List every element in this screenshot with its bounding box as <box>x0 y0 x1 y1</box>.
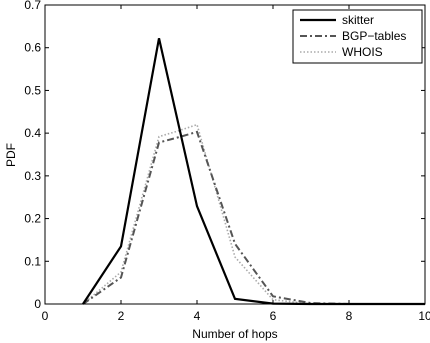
y-tick-label: 0.4 <box>24 126 41 140</box>
legend-swatches <box>300 18 336 53</box>
y-tick-label: 0.7 <box>24 0 41 12</box>
legend: skitter BGP−tables WHOIS <box>292 9 423 64</box>
x-tick-label: 4 <box>194 309 201 323</box>
legend-label-skitter: skitter <box>342 13 374 27</box>
y-tick-label: 0.3 <box>24 169 41 183</box>
y-tick-label: 0 <box>34 297 41 311</box>
x-tick-label: 8 <box>346 309 353 323</box>
x-tick-label: 2 <box>118 309 125 323</box>
plot-frame <box>44 4 426 305</box>
y-tick-label: 0.2 <box>24 212 41 226</box>
legend-label-bgp-tables: BGP−tables <box>342 29 406 43</box>
y-axis-label: PDF <box>4 143 18 167</box>
legend-box <box>292 9 423 64</box>
tick-layer: 0 2 4 6 8 10 0 0.1 0.2 0.3 0.4 0.5 0.6 0.7 <box>24 0 430 323</box>
y-tick-label: 0.1 <box>24 254 41 268</box>
x-tick-label: 6 <box>270 309 277 323</box>
x-tick-label: 0 <box>42 309 49 323</box>
x-tick-label: 10 <box>418 309 430 323</box>
legend-label-whois: WHOIS <box>342 45 383 59</box>
series-line-whois <box>82 123 425 305</box>
x-axis-label: Number of hops <box>192 327 277 341</box>
y-tick-label: 0.6 <box>24 41 41 55</box>
y-tick-label: 0.5 <box>24 83 41 97</box>
